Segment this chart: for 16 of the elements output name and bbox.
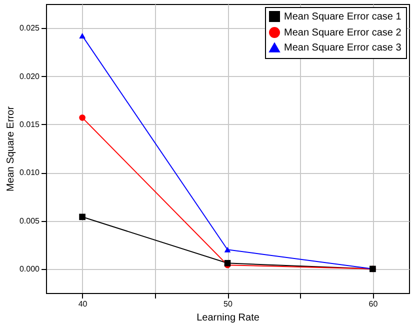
x-tick-label: 60 [368, 300, 378, 308]
legend-label: Mean Square Error case 3 [284, 42, 402, 54]
y-tick-label: 0.015 [19, 120, 40, 129]
legend-label: Mean Square Error case 2 [284, 28, 402, 38]
y-axis-title: Mean Square Error [5, 106, 16, 192]
y-tick-label: 0.025 [19, 24, 40, 33]
point [79, 114, 86, 121]
legend-label: Mean Square Error case 1 [284, 12, 402, 22]
y-tick-label: 0.010 [19, 168, 40, 178]
x-tick-label: 40 [78, 300, 88, 308]
point [79, 214, 86, 220]
x-axis-title: Learning Rate [196, 312, 260, 324]
x-tick-label: 50 [224, 300, 233, 308]
y-tick-label: 0.000 [19, 264, 40, 274]
y-tick-label: 0.020 [19, 72, 40, 81]
y-tick-label: 0.005 [19, 216, 40, 226]
